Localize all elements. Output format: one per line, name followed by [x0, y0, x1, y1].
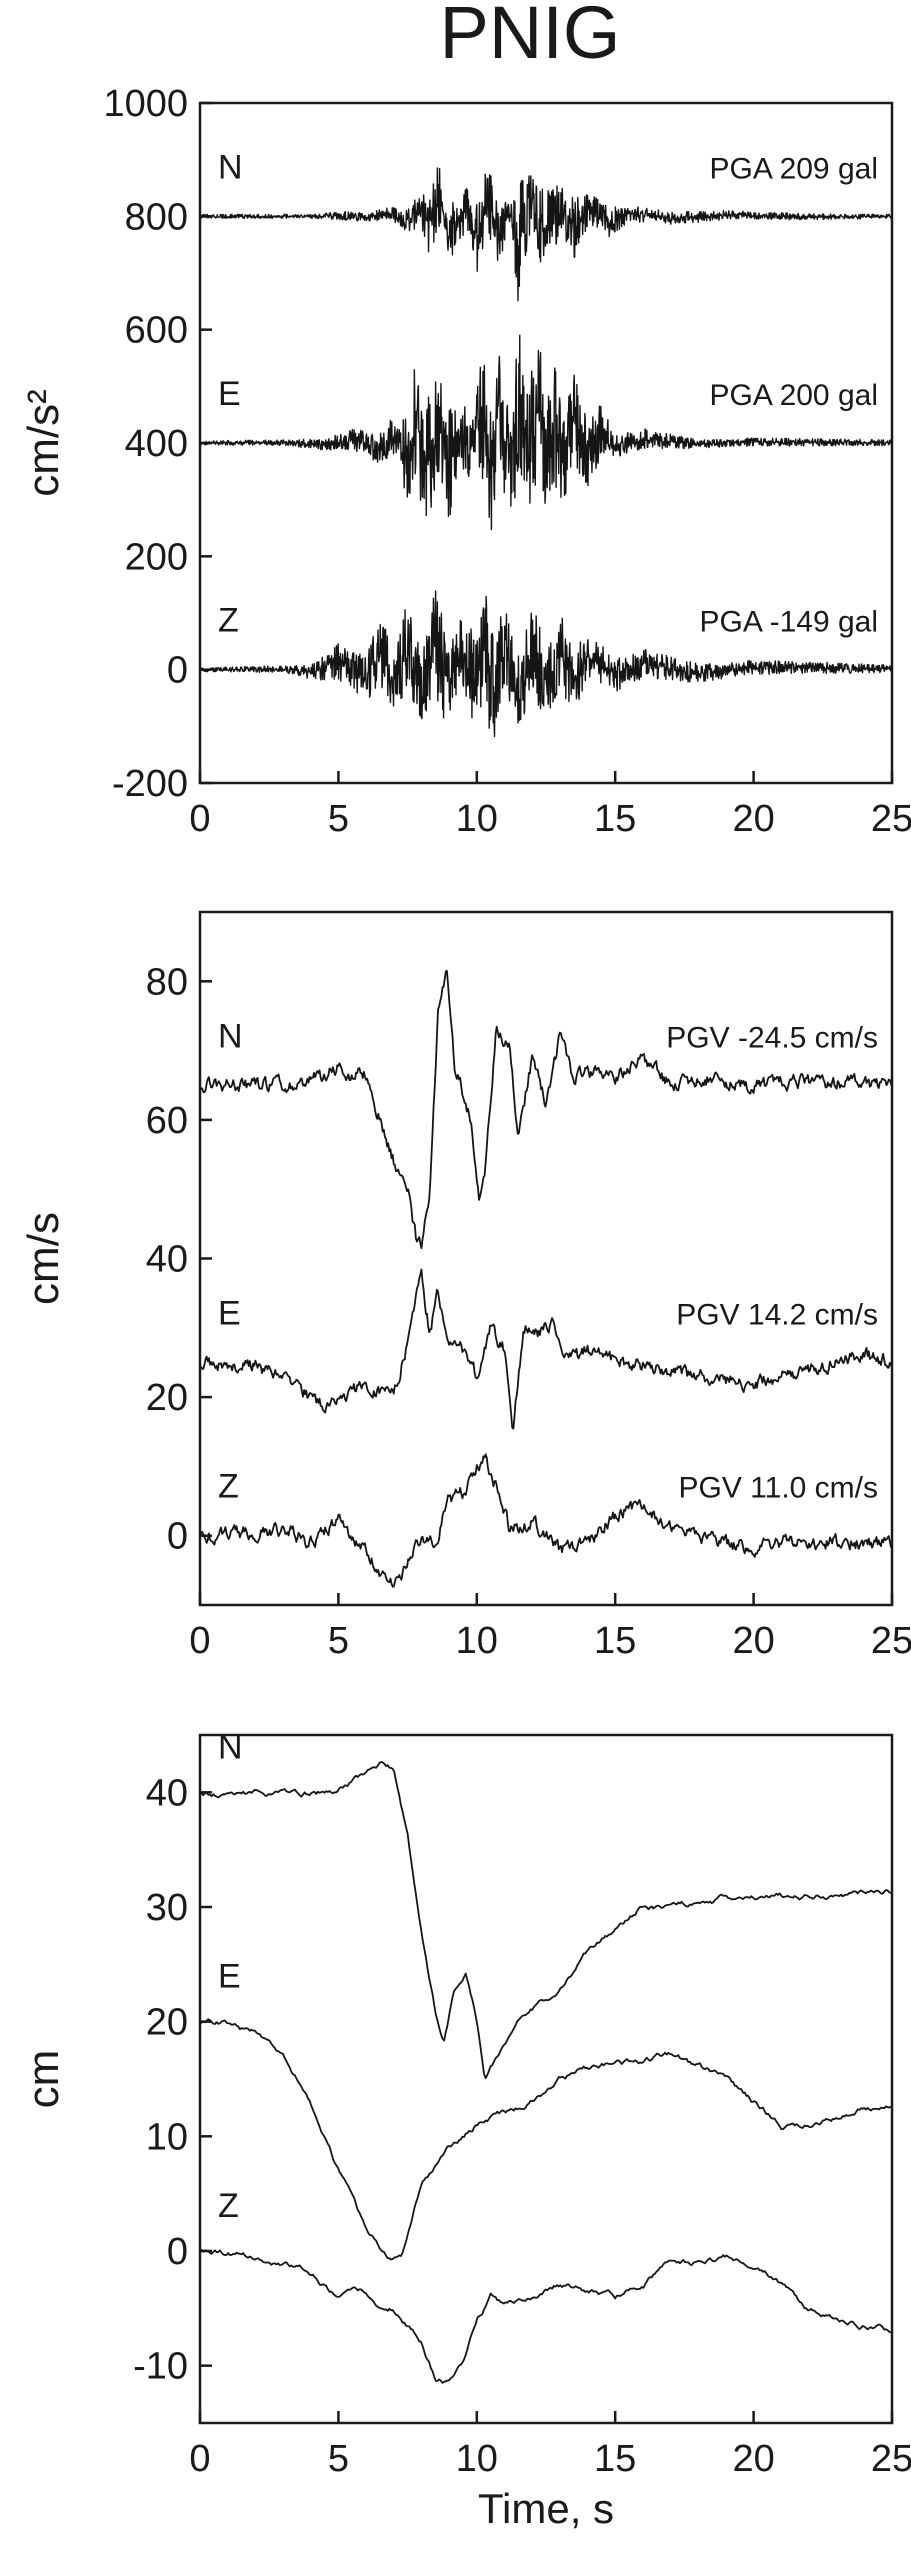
y-tick-label: -200 [112, 763, 188, 805]
x-tick-label: 25 [871, 798, 911, 840]
component-label: Z [218, 2187, 239, 2225]
y-tick-label: 800 [125, 196, 188, 238]
y-tick-label: 1000 [103, 83, 188, 125]
x-tick-label: 10 [456, 2438, 498, 2480]
peak-annotation: PGA 209 gal [710, 152, 878, 185]
panel-3: 40 30 20 10 0 -10 0 5 10 15 20 25 cm Time, s N E Z [19, 1728, 911, 2532]
series-line-z [200, 2248, 892, 2384]
x-tick-label: 10 [456, 1620, 498, 1662]
peak-annotation: PGA 200 gal [710, 379, 878, 412]
y-tick-label: 60 [146, 1100, 188, 1142]
x-axis-label: Time, s [478, 2485, 614, 2532]
x-tick-label: 15 [594, 1620, 636, 1662]
peak-annotation: PGV 14.2 cm/s [676, 1298, 878, 1331]
y-axis-label: cm [19, 2050, 68, 2109]
x-tick-label: 20 [732, 1620, 774, 1662]
series-line-n [200, 1761, 892, 2080]
x-tick-label: 10 [456, 798, 498, 840]
x-tick-label: 25 [871, 2438, 911, 2480]
y-tick-label: 80 [146, 961, 188, 1003]
x-tick-label: 0 [189, 798, 210, 840]
peak-annotation: PGA -149 gal [700, 606, 878, 639]
component-label: N [218, 148, 243, 186]
component-label: E [218, 1958, 241, 1996]
figure-title: PNIG [440, 0, 621, 74]
x-tick-label: 25 [871, 1620, 911, 1662]
series-line-n [200, 167, 892, 302]
y-tick-label: 30 [146, 1887, 188, 1929]
component-label: N [218, 1728, 243, 1766]
series-line-e [200, 334, 892, 531]
series-line-z [200, 590, 892, 738]
y-axis-label: cm/s² [19, 389, 68, 497]
y-tick-label: 0 [167, 1516, 188, 1558]
y-tick-label: 600 [125, 310, 188, 352]
component-label: Z [218, 602, 239, 640]
y-tick-label: 20 [146, 2002, 188, 2044]
plot-frame [198, 1733, 894, 2425]
x-tick-label: 5 [328, 798, 349, 840]
component-label: E [218, 1294, 241, 1332]
y-axis-label: cm/s [19, 1212, 68, 1305]
x-tick-label: 5 [328, 2438, 349, 2480]
y-tick-label: 200 [125, 536, 188, 578]
panel-2: 80 60 40 20 0 0 5 10 15 20 25 cm/s N PGV -24.5 cm/s E P… [19, 910, 911, 1662]
series-line-e [200, 1268, 892, 1430]
y-tick-label: 400 [125, 423, 188, 465]
peak-annotation: PGV 11.0 cm/s [678, 1472, 878, 1505]
x-tick-label: 0 [189, 1620, 210, 1662]
x-tick-label: 15 [594, 798, 636, 840]
y-tick-label: -10 [133, 2346, 188, 2388]
component-label: Z [218, 1468, 239, 1506]
series-line-n [200, 969, 892, 1250]
series-line-z [200, 1453, 892, 1588]
y-tick-label: 20 [146, 1377, 188, 1419]
y-tick-label: 0 [167, 2231, 188, 2273]
component-label: E [218, 375, 241, 413]
y-tick-label: 40 [146, 1772, 188, 1814]
y-tick-label: 0 [167, 650, 188, 692]
x-tick-label: 0 [189, 2438, 210, 2480]
series-line-e [200, 2018, 892, 2261]
y-tick-label: 10 [146, 2116, 188, 2158]
y-tick-label: 40 [146, 1239, 188, 1281]
x-tick-label: 15 [594, 2438, 636, 2480]
peak-annotation: PGV -24.5 cm/s [666, 1021, 878, 1054]
x-tick-label: 20 [732, 2438, 774, 2480]
x-tick-label: 20 [732, 798, 774, 840]
x-tick-label: 5 [328, 1620, 349, 1662]
component-label: N [218, 1017, 243, 1055]
